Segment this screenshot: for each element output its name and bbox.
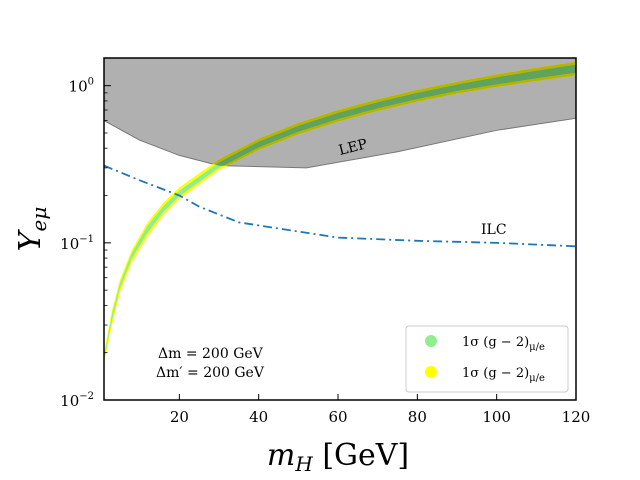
- delta-m-prime-annotation: Δm′ = 200 GeV: [156, 365, 265, 381]
- legend-label-yellow: 1σ (g − 2)μ/e: [462, 366, 545, 384]
- legend-marker-yellow: [425, 366, 437, 378]
- legend: 1σ (g − 2)μ/e 1σ (g − 2)μ/e: [405, 325, 569, 393]
- plot-area: [104, 58, 576, 364]
- lep-label: LEP: [337, 136, 369, 159]
- plot-frame: [103, 57, 577, 401]
- y-axis-label: Yeμ: [13, 207, 51, 252]
- y-tick-label: 100: [69, 77, 94, 96]
- x-tick-label: 20: [170, 408, 189, 426]
- y-tick-label: 10−2: [60, 391, 94, 410]
- ilc-label: ILC: [481, 222, 507, 238]
- x-tick-label: 100: [482, 408, 511, 426]
- x-tick-label: 40: [249, 408, 268, 426]
- y-tick-label: 10−1: [60, 234, 94, 253]
- x-axis-label: mH [GeV]: [267, 438, 409, 476]
- x-tick-label: 120: [562, 408, 591, 426]
- x-tick-label: 80: [408, 408, 427, 426]
- legend-box: [405, 325, 569, 393]
- x-tick-label: 60: [328, 408, 347, 426]
- legend-label-green: 1σ (g − 2)μ/e: [462, 335, 545, 353]
- legend-marker-green: [425, 335, 437, 347]
- delta-m-annotation: Δm = 200 GeV: [158, 346, 264, 362]
- ilc-line: [104, 164, 576, 248]
